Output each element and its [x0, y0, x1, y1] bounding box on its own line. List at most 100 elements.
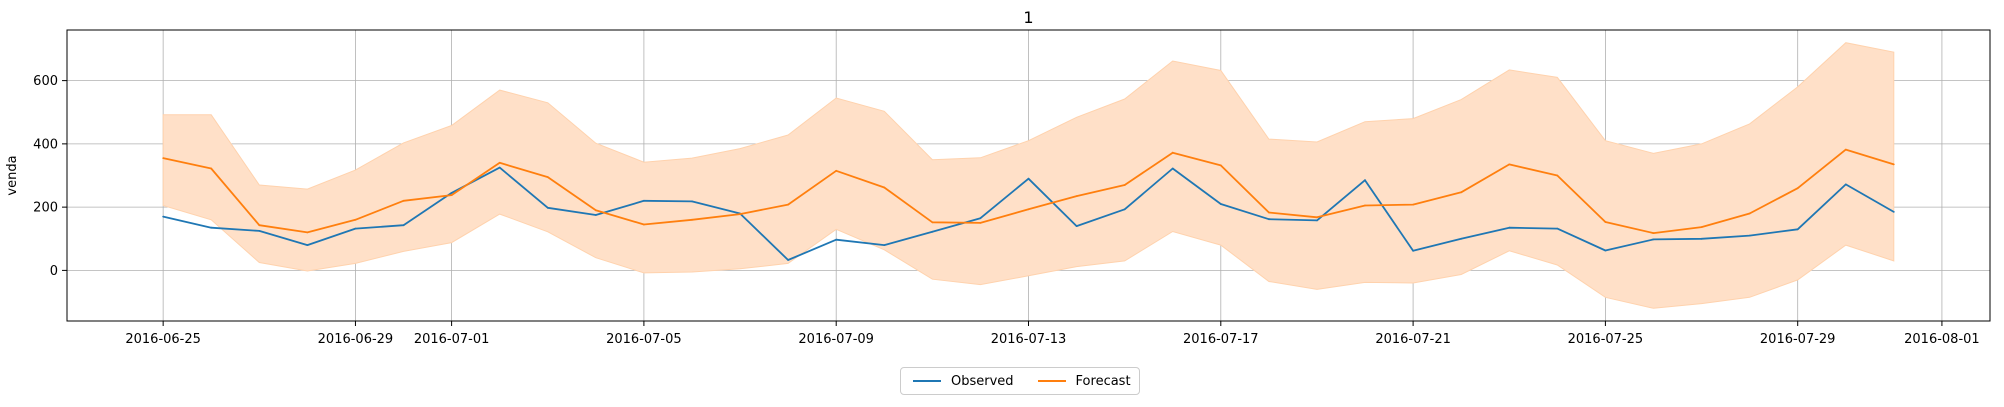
series-layer — [162, 148, 1895, 261]
series-forecast — [162, 148, 1895, 235]
x-tick-label-0: 2016-06-25 — [125, 332, 201, 347]
data-point-forecast-35 — [1844, 148, 1847, 151]
data-point-observed-30 — [1604, 249, 1607, 252]
legend-swatch-forecast — [1037, 380, 1066, 382]
data-point-forecast-2 — [258, 224, 261, 227]
legend-entry-forecast: Forecast — [1037, 373, 1131, 389]
data-point-observed-33 — [1748, 234, 1751, 237]
y-tick-label-1: 200 — [33, 201, 58, 216]
data-point-observed-2 — [258, 230, 261, 232]
chart-title: 1 — [1023, 8, 1033, 27]
data-point-observed-26 — [1412, 249, 1414, 252]
data-point-forecast-16 — [931, 221, 934, 224]
data-point-observed-16 — [931, 230, 934, 233]
data-point-observed-7 — [498, 166, 501, 169]
data-point-observed-10 — [643, 199, 645, 202]
data-point-forecast-22 — [1219, 164, 1222, 167]
data-point-forecast-32 — [1700, 226, 1703, 229]
data-point-observed-23 — [1268, 218, 1270, 221]
data-point-forecast-7 — [498, 161, 501, 164]
data-point-forecast-15 — [883, 186, 886, 189]
x-tick-label-5: 2016-07-13 — [991, 332, 1067, 347]
legend-label-forecast: Forecast — [1075, 373, 1131, 389]
data-point-forecast-11 — [691, 218, 693, 221]
x-tick-label-3: 2016-07-05 — [606, 332, 682, 347]
data-point-forecast-10 — [643, 223, 645, 226]
data-point-observed-29 — [1556, 227, 1559, 230]
y-tick-label-2: 400 — [33, 137, 58, 152]
x-tick-label-1: 2016-06-29 — [318, 332, 394, 347]
data-point-observed-3 — [306, 244, 309, 247]
data-point-observed-19 — [1075, 225, 1078, 228]
data-point-forecast-8 — [546, 176, 549, 179]
data-point-observed-4 — [354, 227, 357, 230]
y-axis-label: venda — [5, 155, 20, 195]
data-point-observed-6 — [450, 192, 453, 194]
data-point-forecast-30 — [1604, 221, 1607, 223]
y-tick-label-3: 600 — [33, 74, 58, 89]
data-point-observed-27 — [1460, 237, 1463, 240]
data-point-observed-11 — [691, 200, 693, 203]
data-point-observed-21 — [1171, 167, 1174, 170]
data-point-forecast-36 — [1892, 163, 1895, 166]
data-point-forecast-28 — [1508, 163, 1511, 166]
data-point-forecast-1 — [210, 167, 213, 170]
data-point-forecast-23 — [1268, 211, 1270, 214]
data-point-forecast-27 — [1460, 191, 1463, 194]
confidence-band-layer — [162, 42, 1895, 309]
data-point-forecast-13 — [787, 203, 789, 206]
data-point-forecast-21 — [1171, 151, 1174, 154]
data-point-observed-13 — [787, 259, 789, 261]
data-point-forecast-26 — [1412, 203, 1414, 206]
data-point-observed-24 — [1316, 219, 1318, 222]
data-point-observed-34 — [1796, 228, 1799, 231]
x-tick-label-8: 2016-07-25 — [1568, 332, 1644, 347]
x-tick-label-4: 2016-07-09 — [798, 332, 874, 347]
data-point-forecast-29 — [1556, 174, 1559, 177]
y-tick-label-0: 0 — [50, 264, 58, 279]
x-tick-label-2: 2016-07-01 — [414, 332, 490, 347]
data-point-forecast-6 — [450, 194, 453, 197]
data-point-observed-20 — [1123, 208, 1126, 211]
data-point-forecast-33 — [1748, 212, 1751, 215]
data-point-forecast-12 — [739, 213, 741, 216]
data-point-observed-36 — [1892, 211, 1895, 213]
x-tick-label-10: 2016-08-01 — [1904, 332, 1980, 347]
series-observed — [162, 166, 1895, 261]
data-point-observed-35 — [1844, 183, 1847, 186]
x-tick-label-7: 2016-07-21 — [1375, 332, 1451, 347]
legend-swatch-observed — [913, 380, 941, 382]
legend-label-observed: Observed — [951, 373, 1014, 389]
data-point-forecast-20 — [1123, 184, 1126, 186]
data-point-observed-28 — [1508, 226, 1511, 229]
data-point-observed-22 — [1219, 203, 1222, 205]
x-tick-label-9: 2016-07-29 — [1760, 332, 1836, 347]
data-point-observed-32 — [1700, 237, 1703, 240]
data-point-observed-5 — [402, 224, 405, 227]
legend: Observed Forecast — [900, 367, 1140, 395]
tick-layer: 2016-06-25 2016-06-29 2016-07-01 2016-07-05… — [33, 74, 1980, 347]
data-point-forecast-0 — [162, 157, 165, 160]
data-point-forecast-19 — [1075, 195, 1078, 198]
data-point-observed-8 — [546, 206, 549, 209]
data-point-forecast-9 — [594, 209, 597, 212]
forecast-confidence-band — [162, 42, 1895, 309]
data-point-forecast-5 — [402, 199, 405, 202]
data-point-observed-18 — [1027, 177, 1030, 180]
data-point-observed-31 — [1652, 238, 1655, 241]
data-point-observed-9 — [594, 214, 597, 216]
data-point-forecast-18 — [1027, 208, 1030, 211]
data-point-forecast-3 — [306, 231, 309, 234]
data-point-observed-1 — [210, 226, 213, 229]
data-point-forecast-31 — [1652, 232, 1655, 235]
data-point-forecast-25 — [1364, 204, 1366, 207]
data-point-forecast-17 — [979, 222, 982, 224]
data-point-observed-15 — [883, 244, 886, 247]
data-point-forecast-14 — [835, 169, 838, 172]
data-point-observed-0 — [162, 215, 165, 218]
data-point-forecast-24 — [1316, 216, 1318, 219]
data-point-forecast-34 — [1796, 187, 1799, 190]
legend-entry-observed: Observed — [913, 374, 1014, 389]
